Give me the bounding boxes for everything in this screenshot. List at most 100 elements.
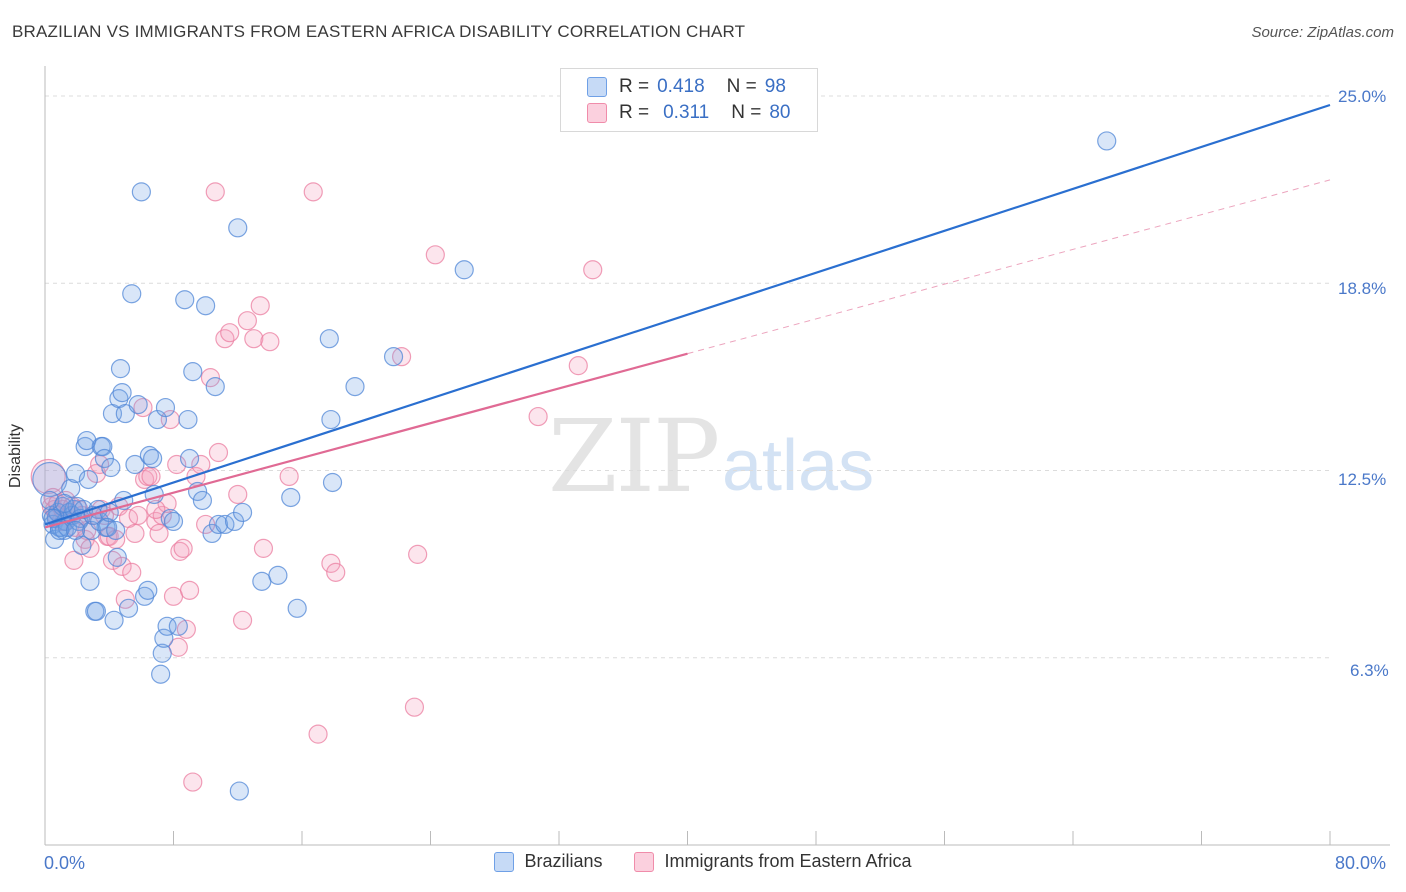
brazilians-point xyxy=(163,511,184,532)
eastern-africa-point xyxy=(250,296,270,316)
legend-item-eastern-africa: Immigrants from Eastern Africa xyxy=(634,851,912,872)
brazilians-point xyxy=(65,520,86,541)
legend-stats: R = 0.418 N = 98 R = 0.311 N = 80 xyxy=(560,68,818,132)
brazilians-point xyxy=(131,182,151,202)
eastern-africa-point xyxy=(125,523,145,544)
eastern-africa-point xyxy=(253,538,274,558)
eastern-africa-point xyxy=(425,245,445,265)
watermark-zip: ZIP xyxy=(548,398,720,515)
eastern-africa-point xyxy=(321,553,341,573)
brazilians-point xyxy=(281,487,301,508)
brazilians-point xyxy=(345,377,365,397)
x-tick-label-max: 80.0% xyxy=(1335,853,1387,873)
legend-swatch-pink xyxy=(587,103,607,123)
n-value: 98 xyxy=(764,76,786,97)
eastern-africa-point xyxy=(408,544,428,564)
eastern-africa-point xyxy=(163,586,184,606)
y-tick-label: 6.3% xyxy=(1350,661,1389,680)
y-tick-label: 12.5% xyxy=(1338,470,1387,489)
eastern-africa-point xyxy=(228,484,248,505)
n-label: N = xyxy=(726,76,757,97)
brazilians-point xyxy=(49,520,70,541)
eastern-africa-point xyxy=(308,724,328,744)
x-tick-label-min: 0.0% xyxy=(44,853,86,873)
watermark-atlas: atlas xyxy=(722,426,875,506)
brazilians-point xyxy=(122,284,142,304)
y-tick-label: 25.0% xyxy=(1338,87,1387,106)
brazilians-point xyxy=(151,664,171,684)
brazilians-point xyxy=(321,409,341,430)
brazilians-point xyxy=(155,397,176,418)
eastern-africa-point xyxy=(170,541,190,561)
y-axis-label: Disability xyxy=(7,423,24,489)
brazilians-point xyxy=(80,571,100,591)
eastern-africa-point xyxy=(128,505,148,526)
brazilians-point xyxy=(160,508,180,529)
eastern-africa-point xyxy=(208,442,229,463)
eastern-africa-point xyxy=(244,329,264,349)
eastern-africa-point xyxy=(232,610,253,630)
brazilians-point xyxy=(454,260,474,280)
brazilians-point xyxy=(138,580,158,600)
brazilians-point xyxy=(78,469,98,490)
y-tick-label: 18.8% xyxy=(1338,279,1387,298)
series-brazilians-points xyxy=(32,131,1117,801)
r-label: R = xyxy=(619,76,650,97)
brazilians-point xyxy=(208,514,229,535)
gridlines xyxy=(45,95,1330,659)
brazilians-point xyxy=(322,472,343,493)
eastern-africa-point xyxy=(391,347,412,367)
brazilians-point xyxy=(168,616,188,636)
brazilians-point xyxy=(118,598,139,618)
eastern-africa-point xyxy=(179,580,200,600)
brazilians-point xyxy=(139,445,160,466)
r-label: R = xyxy=(619,102,650,123)
n-label: N = xyxy=(731,102,762,123)
chart-title: BRAZILIAN VS IMMIGRANTS FROM EASTERN AFR… xyxy=(12,22,746,41)
eastern-africa-point xyxy=(173,538,193,558)
brazilians-point xyxy=(383,347,404,367)
brazilians-point xyxy=(179,448,200,469)
legend-row-brazilians: R = 0.418 N = 98 xyxy=(587,75,786,99)
n-value: 80 xyxy=(769,102,791,123)
brazilians-point xyxy=(268,565,288,585)
brazilians-point xyxy=(134,586,155,606)
trend-lines xyxy=(44,103,1331,529)
legend-label: Brazilians xyxy=(524,851,603,871)
brazilians-point xyxy=(229,781,249,801)
brazilians-point xyxy=(93,436,113,457)
brazilians-point xyxy=(125,454,145,475)
brazilians-point xyxy=(106,520,126,541)
brazilians-point xyxy=(143,448,163,469)
brazilians-point xyxy=(101,457,121,478)
brazilians-point xyxy=(319,329,339,349)
brazilians-point xyxy=(205,377,225,397)
brazilians-point xyxy=(175,290,195,310)
brazilians-point xyxy=(178,409,198,430)
trend-line-extension xyxy=(687,179,1331,355)
brazilians-point xyxy=(110,359,131,379)
brazilians-point xyxy=(152,643,172,663)
brazilians-point xyxy=(1097,131,1117,151)
brazilians-point xyxy=(104,610,124,630)
r-value: 0.311 xyxy=(663,102,710,123)
legend-row-eastern-africa: R = 0.311 N = 80 xyxy=(587,101,791,125)
brazilians-point xyxy=(252,571,272,591)
eastern-africa-point xyxy=(260,332,280,352)
eastern-africa-point xyxy=(326,562,346,582)
series-eastern-africa-points xyxy=(30,182,603,792)
eastern-africa-point xyxy=(220,323,240,343)
brazilians-point xyxy=(54,493,74,514)
trend-line xyxy=(44,103,1331,526)
eastern-africa-point xyxy=(528,406,548,427)
brazilians-point xyxy=(232,502,253,523)
eastern-africa-point xyxy=(279,466,299,487)
legend-series: Brazilians Immigrants from Eastern Afric… xyxy=(0,851,1406,872)
brazilians-point xyxy=(107,547,127,567)
legend-swatch-blue xyxy=(587,77,607,97)
brazilians-point xyxy=(32,461,68,498)
eastern-africa-point xyxy=(183,772,203,792)
eastern-africa-point xyxy=(303,182,323,202)
eastern-africa-point xyxy=(237,311,257,331)
